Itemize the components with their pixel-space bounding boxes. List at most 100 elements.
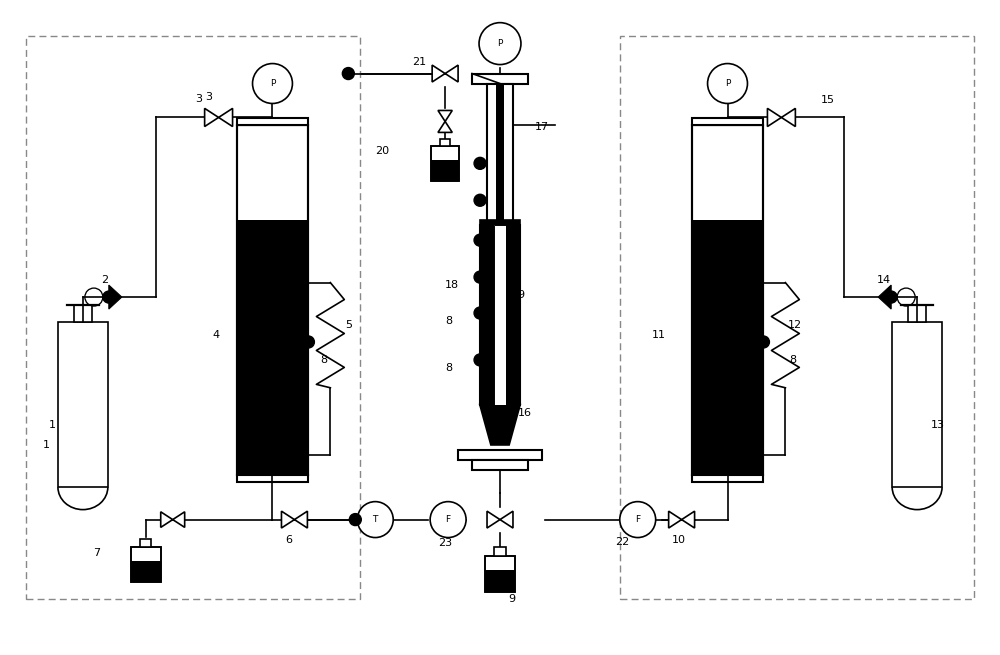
Bar <box>237 125 308 475</box>
Bar <box>458 450 542 460</box>
Circle shape <box>357 502 393 538</box>
Text: 3: 3 <box>206 92 213 102</box>
Text: 8: 8 <box>445 166 452 176</box>
Bar <box>131 561 161 582</box>
Circle shape <box>349 514 361 525</box>
Bar <box>485 555 515 592</box>
Text: 7: 7 <box>93 548 100 557</box>
Bar <box>237 475 308 481</box>
Text: F: F <box>635 515 640 524</box>
Bar <box>494 548 506 555</box>
Bar <box>494 225 506 405</box>
Polygon shape <box>878 285 891 309</box>
Polygon shape <box>445 65 458 82</box>
Circle shape <box>474 354 486 366</box>
Bar <box>131 546 161 582</box>
Circle shape <box>342 67 354 79</box>
Circle shape <box>708 64 747 103</box>
Text: 16: 16 <box>518 408 532 418</box>
Bar <box>58 322 108 487</box>
Circle shape <box>757 336 769 348</box>
Circle shape <box>474 195 486 206</box>
Polygon shape <box>219 108 233 126</box>
Text: 2: 2 <box>101 275 108 285</box>
Text: 12: 12 <box>787 320 802 330</box>
Text: 1: 1 <box>49 420 56 430</box>
Text: 8: 8 <box>445 316 452 326</box>
Polygon shape <box>161 512 173 527</box>
Polygon shape <box>767 108 781 126</box>
Bar <box>692 475 763 481</box>
Text: T: T <box>373 515 378 524</box>
Bar <box>494 225 506 405</box>
Text: 4: 4 <box>213 330 220 340</box>
Polygon shape <box>109 285 122 309</box>
Text: 3: 3 <box>196 94 203 105</box>
Bar <box>237 119 308 125</box>
Bar <box>487 84 513 225</box>
Text: P: P <box>270 79 275 88</box>
Circle shape <box>430 502 466 538</box>
Polygon shape <box>669 511 682 528</box>
Bar <box>131 546 161 582</box>
Circle shape <box>474 271 486 283</box>
Text: 8: 8 <box>445 363 452 373</box>
Polygon shape <box>438 111 452 121</box>
Bar <box>692 125 763 475</box>
Bar <box>26 35 360 599</box>
Text: P: P <box>725 79 730 88</box>
Bar <box>692 125 763 475</box>
Bar <box>237 125 308 475</box>
Bar <box>496 84 504 225</box>
Bar <box>431 160 459 181</box>
Text: F: F <box>446 515 451 524</box>
Polygon shape <box>173 512 185 527</box>
Circle shape <box>474 157 486 170</box>
Text: 5: 5 <box>345 320 352 330</box>
Bar <box>237 219 308 475</box>
Text: 15: 15 <box>821 96 835 105</box>
Polygon shape <box>294 511 307 528</box>
Text: 18: 18 <box>445 280 459 290</box>
Polygon shape <box>500 511 513 528</box>
Text: 9: 9 <box>508 595 515 605</box>
Circle shape <box>474 234 486 246</box>
Text: 22: 22 <box>615 536 629 546</box>
Text: 17: 17 <box>535 122 549 132</box>
Bar <box>692 119 763 125</box>
Polygon shape <box>480 405 520 445</box>
Text: 1: 1 <box>43 440 50 450</box>
Polygon shape <box>487 511 500 528</box>
Polygon shape <box>205 108 219 126</box>
Bar <box>440 139 450 146</box>
Polygon shape <box>682 511 695 528</box>
Text: 10: 10 <box>672 534 686 544</box>
Circle shape <box>103 291 115 303</box>
Bar <box>140 538 151 546</box>
Text: 19: 19 <box>512 290 526 300</box>
Text: 23: 23 <box>438 538 452 548</box>
Text: 14: 14 <box>877 275 891 285</box>
Bar <box>692 219 763 475</box>
Bar <box>908 305 926 322</box>
Circle shape <box>479 23 521 65</box>
Circle shape <box>302 336 314 348</box>
Bar <box>74 305 92 322</box>
Bar <box>472 460 528 470</box>
Bar <box>480 220 520 235</box>
Bar <box>480 225 520 405</box>
Bar <box>892 322 942 487</box>
Bar <box>485 555 515 592</box>
Bar <box>431 146 459 181</box>
Bar <box>472 73 528 84</box>
Bar <box>485 571 515 592</box>
Text: 6: 6 <box>285 534 292 544</box>
Circle shape <box>253 64 292 103</box>
Text: 13: 13 <box>931 420 945 430</box>
Text: 20: 20 <box>375 146 389 157</box>
Polygon shape <box>281 511 294 528</box>
Text: P: P <box>497 39 503 48</box>
Polygon shape <box>781 108 795 126</box>
Text: 8: 8 <box>789 355 797 365</box>
Text: 21: 21 <box>412 56 426 67</box>
